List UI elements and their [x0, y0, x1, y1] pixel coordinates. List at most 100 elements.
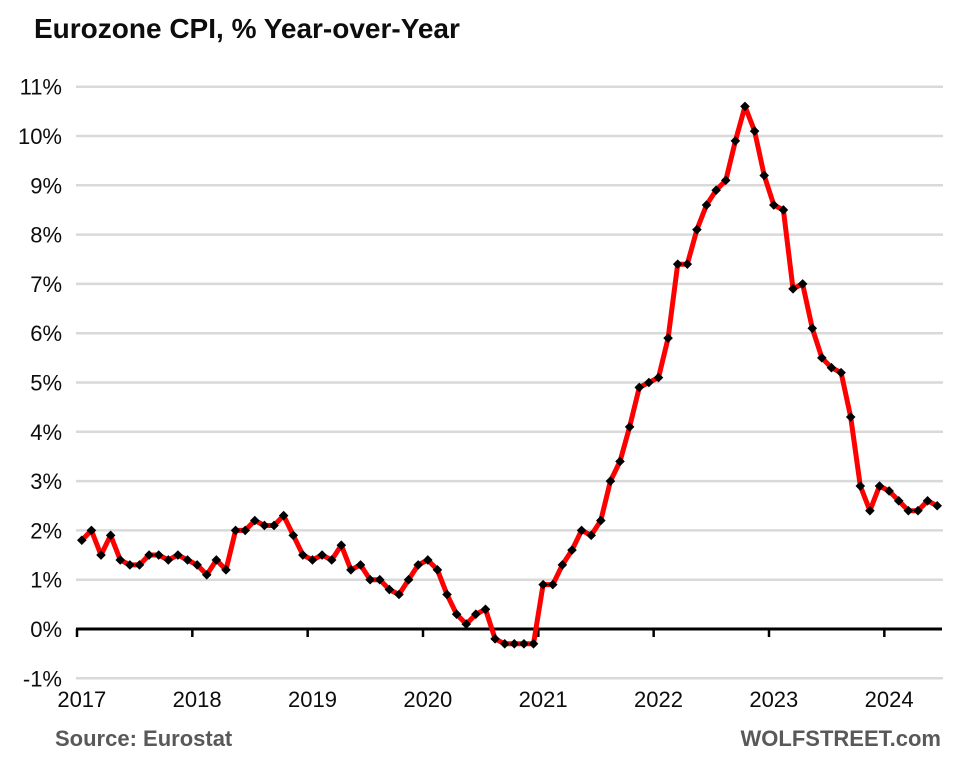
x-tick-label: 2021 — [519, 687, 568, 712]
zero-axis-group — [75, 627, 942, 637]
y-tick-label: 6% — [30, 321, 62, 346]
data-point-marker — [769, 200, 779, 210]
data-point-marker — [874, 481, 885, 491]
data-point-marker — [596, 515, 606, 526]
y-tick-label: 11% — [20, 75, 62, 100]
data-point-marker — [461, 619, 472, 629]
data-point-marker — [125, 560, 135, 570]
data-point-marker — [528, 638, 539, 649]
data-point-marker — [730, 136, 741, 146]
data-point-marker — [932, 500, 942, 511]
data-point-marker — [86, 525, 97, 536]
data-point-marker — [326, 555, 337, 565]
y-tick-label: 2% — [30, 518, 62, 543]
gridlines-group — [76, 85, 943, 680]
y-tick-label: 7% — [30, 272, 62, 297]
data-point-marker — [307, 555, 318, 565]
x-tick-label: 2019 — [288, 687, 337, 712]
data-point-marker — [173, 550, 183, 560]
y-tick-label: 0% — [30, 617, 62, 642]
data-point-marker — [576, 525, 587, 536]
data-point-marker — [221, 565, 231, 575]
data-point-marker — [163, 555, 174, 565]
data-point-marker — [374, 574, 385, 585]
data-point-marker — [586, 530, 596, 541]
data-point-marker — [519, 638, 529, 649]
data-point-marker — [797, 279, 808, 289]
data-point-marker — [336, 540, 347, 550]
data-point-marker — [278, 510, 289, 521]
data-point-marker — [346, 565, 356, 575]
data-point-marker — [105, 530, 116, 541]
data-point-marker — [144, 550, 154, 560]
y-tick-label: 10% — [18, 124, 62, 149]
y-tick-label: 8% — [30, 223, 62, 248]
y-tick-label: 9% — [30, 173, 62, 198]
markers-group — [77, 101, 942, 649]
data-point-marker — [605, 476, 616, 486]
data-point-marker — [893, 496, 904, 506]
data-point-marker — [692, 224, 702, 235]
data-point-marker — [913, 505, 923, 516]
data-point-marker — [884, 486, 894, 496]
y-tick-label: -1% — [23, 666, 62, 691]
chart-title: Eurozone CPI, % Year-over-Year — [34, 13, 460, 44]
data-point-marker — [480, 604, 491, 615]
data-point-marker — [259, 520, 270, 531]
data-point-marker — [567, 545, 577, 555]
data-point-marker — [298, 550, 308, 560]
data-point-marker — [490, 634, 500, 644]
data-point-marker — [192, 560, 202, 570]
series-group — [79, 103, 940, 647]
data-point-marker — [845, 412, 856, 422]
data-point-marker — [672, 259, 683, 269]
data-point-marker — [922, 496, 933, 506]
data-point-marker — [115, 555, 126, 565]
data-point-marker — [547, 579, 558, 590]
data-point-marker — [855, 481, 866, 491]
cpi-line — [79, 103, 940, 647]
data-point-marker — [826, 362, 837, 373]
data-point-marker — [788, 284, 798, 294]
data-point-marker — [250, 515, 260, 526]
data-point-marker — [77, 535, 87, 546]
x-tick-label: 2017 — [57, 687, 106, 712]
y-tick-label: 4% — [30, 420, 62, 445]
data-point-marker — [288, 530, 299, 541]
data-point-marker — [153, 550, 164, 560]
data-point-marker — [509, 638, 520, 649]
data-point-marker — [355, 560, 366, 570]
data-point-marker — [182, 555, 193, 565]
data-point-marker — [749, 126, 760, 136]
data-point-marker — [413, 560, 423, 570]
brand-note: WOLFSTREET.com — [740, 726, 941, 751]
x-tick-label: 2023 — [749, 687, 798, 712]
data-point-marker — [701, 200, 712, 210]
data-point-marker — [865, 505, 875, 516]
data-point-marker — [778, 205, 789, 215]
data-point-marker — [240, 525, 250, 536]
data-point-marker — [499, 638, 510, 649]
data-point-marker — [394, 589, 404, 600]
data-point-marker — [269, 520, 279, 531]
data-point-marker — [817, 353, 827, 363]
data-point-marker — [759, 170, 769, 181]
data-point-marker — [807, 323, 818, 334]
data-point-marker — [711, 185, 721, 196]
data-point-marker — [201, 569, 212, 580]
data-point-marker — [423, 555, 433, 565]
x-tick-label: 2022 — [634, 687, 683, 712]
data-point-marker — [317, 550, 327, 560]
data-point-marker — [634, 382, 645, 393]
y-axis-labels: -1% 0% 1% 2% 3% 4% 5% 6% 7% 8% 9% 10% 11% — [18, 75, 62, 692]
data-point-marker — [134, 560, 145, 570]
x-axis-labels: 2017 2018 2019 2020 2021 2022 2023 2024 — [57, 687, 913, 712]
data-point-marker — [365, 574, 375, 585]
y-tick-label: 5% — [30, 371, 62, 396]
data-point-marker — [557, 560, 568, 570]
data-point-marker — [644, 377, 654, 388]
data-point-marker — [682, 259, 693, 269]
data-point-marker — [432, 565, 443, 575]
